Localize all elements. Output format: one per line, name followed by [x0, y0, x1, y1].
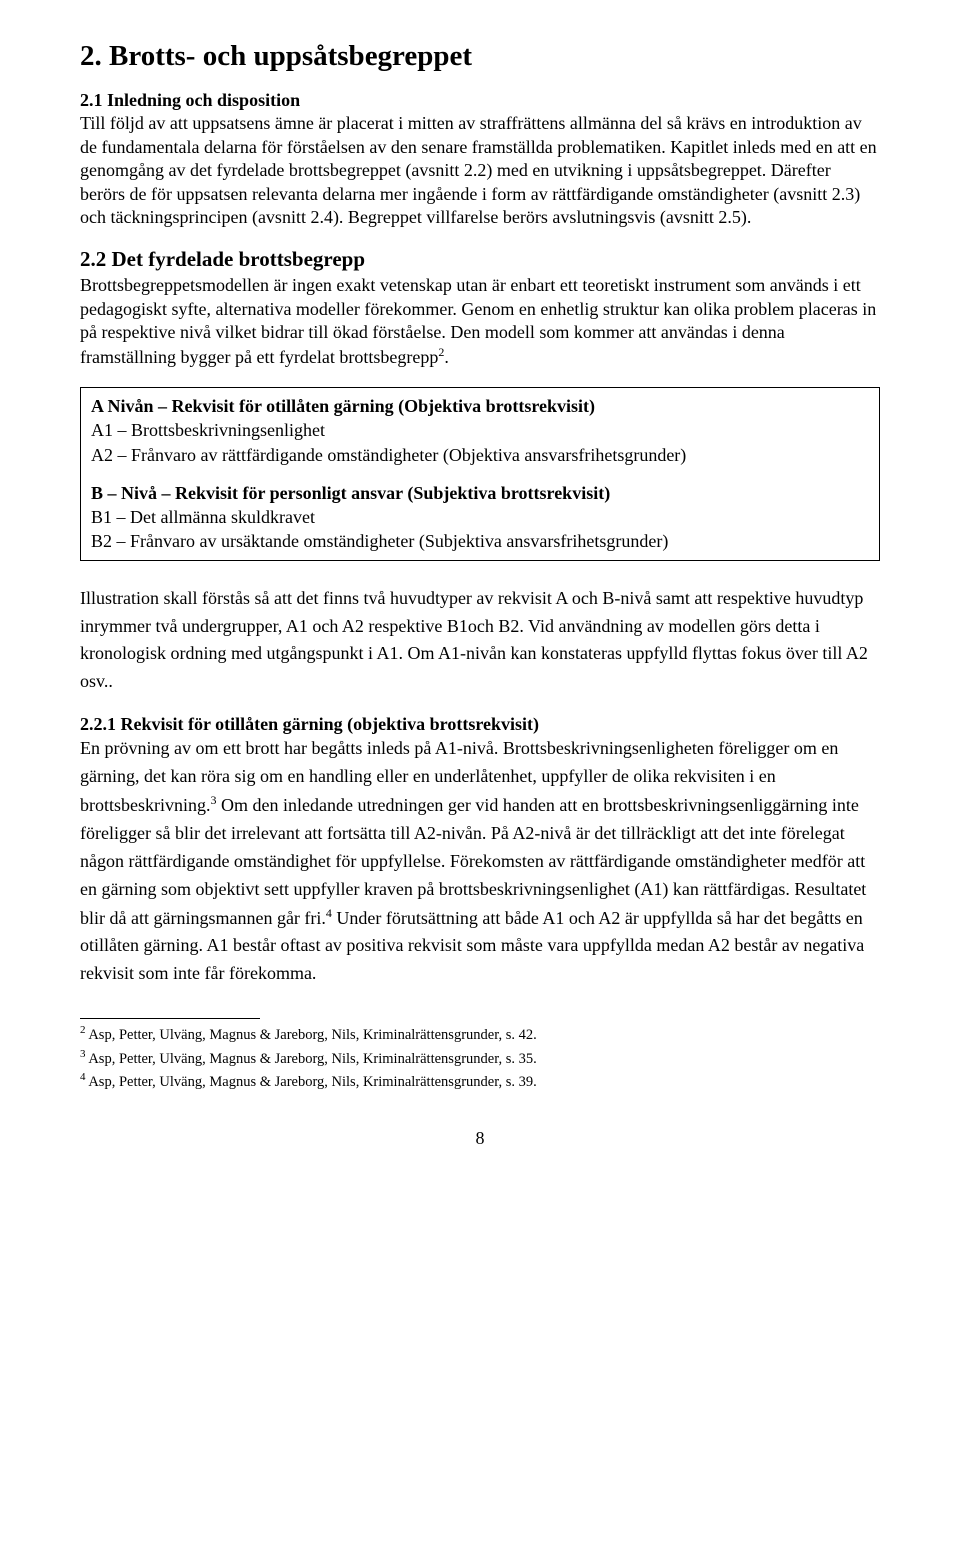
group-a-line-2: A2 – Frånvaro av rättfärdigande omständi…	[91, 443, 869, 467]
page-number: 8	[80, 1128, 880, 1149]
section-2-2-1-body: En prövning av om ett brott har begåtts …	[80, 735, 880, 988]
group-a-line-1: A1 – Brottsbeskrivningsenlighet	[91, 418, 869, 442]
section-2-1-title: 2.1 Inledning och disposition	[80, 90, 300, 110]
group-b-title: B – Nivå – Rekvisit för personligt ansva…	[91, 481, 869, 505]
group-b: B – Nivå – Rekvisit för personligt ansva…	[91, 481, 869, 554]
group-a: A Nivån – Rekvisit för otillåten gärning…	[91, 394, 869, 467]
section-2-2: 2.2 Det fyrdelade brottsbegrepp Brottsbe…	[80, 247, 880, 369]
footnote-2: 2 Asp, Petter, Ulväng, Magnus & Jareborg…	[80, 1023, 880, 1045]
illustration-paragraph: Illustration skall förstås så att det fi…	[80, 585, 880, 697]
section-2-2-1: 2.2.1 Rekvisit för otillåten gärning (ob…	[80, 714, 880, 988]
group-b-line-1: B1 – Det allmänna skuldkravet	[91, 505, 869, 529]
group-b-line-2: B2 – Frånvaro av ursäktande omständighet…	[91, 529, 869, 553]
footnote-2-text: Asp, Petter, Ulväng, Magnus & Jareborg, …	[86, 1027, 537, 1043]
section-2-1-body: Till följd av att uppsatsens ämne är pla…	[80, 113, 877, 227]
section-2-2-1-title: 2.2.1 Rekvisit för otillåten gärning (ob…	[80, 714, 880, 735]
footnote-3-text: Asp, Petter, Ulväng, Magnus & Jareborg, …	[86, 1050, 537, 1066]
footnote-4-text: Asp, Petter, Ulväng, Magnus & Jareborg, …	[86, 1074, 537, 1090]
section-2-2-body: Brottsbegreppetsmodellen är ingen exakt …	[80, 274, 880, 369]
heading-1: 2. Brotts- och uppsåtsbegreppet	[80, 40, 880, 73]
page: 2. Brotts- och uppsåtsbegreppet 2.1 Inle…	[0, 0, 960, 1189]
footnote-3: 3 Asp, Petter, Ulväng, Magnus & Jareborg…	[80, 1047, 880, 1069]
section-2-2-body-pre: Brottsbegreppetsmodellen är ingen exakt …	[80, 275, 876, 366]
group-a-title: A Nivån – Rekvisit för otillåten gärning…	[91, 394, 869, 418]
section-2-2-body-post: .	[444, 347, 449, 367]
levels-box: A Nivån – Rekvisit för otillåten gärning…	[80, 387, 880, 561]
section-2-1: 2.1 Inledning och disposition Till följd…	[80, 89, 880, 229]
section-2-2-title: 2.2 Det fyrdelade brottsbegrepp	[80, 247, 880, 272]
footnotes: 2 Asp, Petter, Ulväng, Magnus & Jareborg…	[80, 1023, 880, 1092]
footnote-4: 4 Asp, Petter, Ulväng, Magnus & Jareborg…	[80, 1070, 880, 1092]
footnote-separator	[80, 1018, 260, 1019]
